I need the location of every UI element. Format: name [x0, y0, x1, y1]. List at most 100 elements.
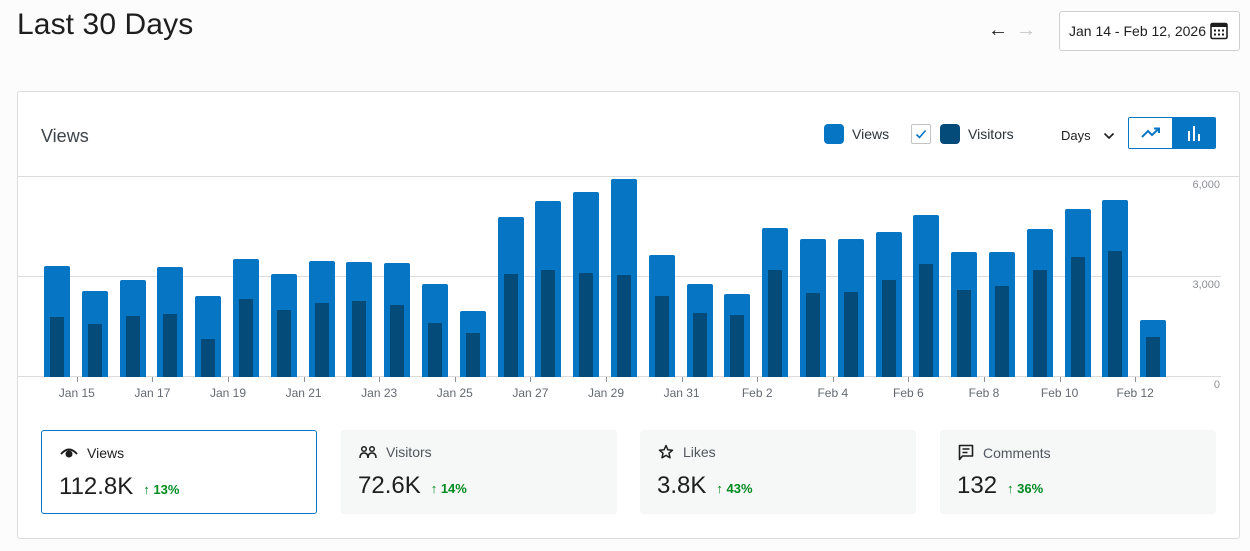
bar-group[interactable]: [1102, 177, 1129, 377]
stat-card-views[interactable]: Views 112.8K ↑ 13%: [41, 430, 317, 514]
visitors-bar[interactable]: [881, 280, 896, 377]
bar-group[interactable]: [384, 177, 411, 377]
stat-label: Likes: [658, 444, 716, 460]
bar-group[interactable]: [422, 177, 448, 377]
visitors-bar[interactable]: [428, 323, 442, 377]
visitors-bar[interactable]: [1070, 257, 1085, 377]
next-period-arrow-icon[interactable]: →: [1016, 19, 1036, 41]
bar-chart-icon: [1187, 126, 1200, 141]
visitors-bar[interactable]: [1146, 337, 1161, 377]
visitors-bar[interactable]: [390, 305, 405, 377]
bar-group[interactable]: [119, 177, 146, 377]
visitors-bar[interactable]: [465, 333, 480, 377]
legend-views: Views: [824, 124, 889, 144]
eye-icon: [60, 448, 78, 458]
line-chart-button[interactable]: [1129, 118, 1172, 148]
bar-group[interactable]: [611, 177, 637, 377]
visitors-bar[interactable]: [1108, 251, 1123, 377]
bar-group[interactable]: [157, 177, 184, 377]
visitors-bar[interactable]: [654, 296, 669, 377]
x-tick-label: Jan 23: [361, 386, 398, 400]
bar-chart-button[interactable]: [1172, 118, 1215, 148]
bar-group[interactable]: [497, 177, 524, 377]
x-tick-label: Jan 27: [512, 386, 549, 400]
visitors-bar[interactable]: [692, 313, 707, 377]
bar-group[interactable]: [875, 177, 902, 377]
chart-title: Views: [41, 126, 89, 146]
visitors-bar[interactable]: [352, 301, 367, 377]
x-tick-label: Feb 8: [968, 386, 1000, 400]
bar-group[interactable]: [270, 177, 297, 377]
people-icon: [359, 445, 377, 459]
x-tick-label: Jan 31: [663, 386, 700, 400]
checkmark-icon: [915, 129, 927, 139]
visitors-bar[interactable]: [617, 275, 631, 377]
stat-card-likes[interactable]: Likes 3.8K ↑ 43%: [640, 430, 916, 514]
bar-group[interactable]: [1064, 177, 1091, 377]
date-range-picker-button[interactable]: Jan 14 - Feb 12, 2026: [1059, 11, 1240, 51]
bar-group[interactable]: [686, 177, 713, 377]
x-tick: [1135, 377, 1137, 382]
x-tick: [76, 377, 78, 382]
bar-group[interactable]: [1140, 177, 1167, 377]
visitors-checkbox[interactable]: [911, 124, 931, 144]
bar-group[interactable]: [762, 177, 789, 377]
bar-group[interactable]: [989, 177, 1015, 377]
chart-type-toggle: [1128, 117, 1216, 149]
bar-group[interactable]: [346, 177, 373, 377]
visitors-bar[interactable]: [163, 314, 178, 377]
visitors-bar[interactable]: [125, 316, 140, 377]
visitors-bar[interactable]: [50, 317, 64, 377]
visitors-bar[interactable]: [314, 303, 329, 377]
x-tick: [984, 377, 985, 382]
stat-label: Comments: [958, 444, 1051, 461]
stat-value: 3.8K: [657, 472, 707, 499]
bar-group[interactable]: [913, 177, 940, 377]
visitors-bar[interactable]: [957, 290, 972, 377]
visitors-bar[interactable]: [730, 315, 745, 377]
bar-group[interactable]: [195, 177, 222, 377]
bar-group[interactable]: [724, 177, 751, 377]
stat-card-visitors[interactable]: Visitors 72.6K ↑ 14%: [341, 430, 617, 514]
period-select-value: Days: [1061, 128, 1091, 143]
visitors-bar[interactable]: [201, 339, 216, 377]
stat-change: ↑ 36%: [1007, 481, 1044, 496]
visitors-bar[interactable]: [768, 270, 783, 377]
legend-visitors[interactable]: Visitors: [911, 124, 1014, 144]
visitors-bar[interactable]: [541, 270, 556, 377]
stat-change: ↑ 13%: [143, 482, 180, 497]
visitors-bar[interactable]: [503, 274, 518, 377]
x-tick: [379, 377, 381, 382]
visitors-bar[interactable]: [87, 324, 102, 377]
period-select[interactable]: Days: [1061, 128, 1115, 143]
bar-group[interactable]: [308, 177, 335, 377]
views-bar-chart: 6,000 3,000 0 Jan 15 Jan 17 Jan 19 Jan 21 Ja…: [18, 176, 1239, 411]
bar-group[interactable]: [535, 177, 562, 377]
bar-group[interactable]: [837, 177, 864, 377]
visitors-bar[interactable]: [843, 292, 858, 377]
legend-views-label: Views: [852, 126, 890, 142]
visitors-bar[interactable]: [1032, 270, 1047, 377]
bar-group[interactable]: [1026, 177, 1053, 377]
bar-group[interactable]: [800, 177, 826, 377]
x-tick: [1059, 377, 1061, 382]
visitors-bar[interactable]: [919, 264, 934, 377]
visitors-bar[interactable]: [276, 310, 291, 377]
x-tick: [606, 377, 607, 382]
bar-group[interactable]: [233, 177, 259, 377]
x-tick-label: Jan 29: [587, 386, 625, 400]
bar-group[interactable]: [951, 177, 978, 377]
bar-group[interactable]: [573, 177, 600, 377]
stat-card-comments[interactable]: Comments 132 ↑ 36%: [940, 430, 1216, 514]
bar-group[interactable]: [44, 177, 70, 377]
visitors-bar[interactable]: [579, 273, 594, 377]
visitors-bar[interactable]: [995, 286, 1009, 377]
gridline-6000: [18, 176, 1221, 177]
visitors-bar[interactable]: [806, 293, 820, 377]
visitors-bar[interactable]: [239, 299, 253, 377]
bar-group[interactable]: [81, 177, 108, 377]
previous-period-arrow-icon[interactable]: ←: [988, 19, 1008, 41]
bar-group[interactable]: [459, 177, 486, 377]
y-tick-label: 6,000: [1192, 179, 1220, 191]
bar-group[interactable]: [648, 177, 675, 377]
